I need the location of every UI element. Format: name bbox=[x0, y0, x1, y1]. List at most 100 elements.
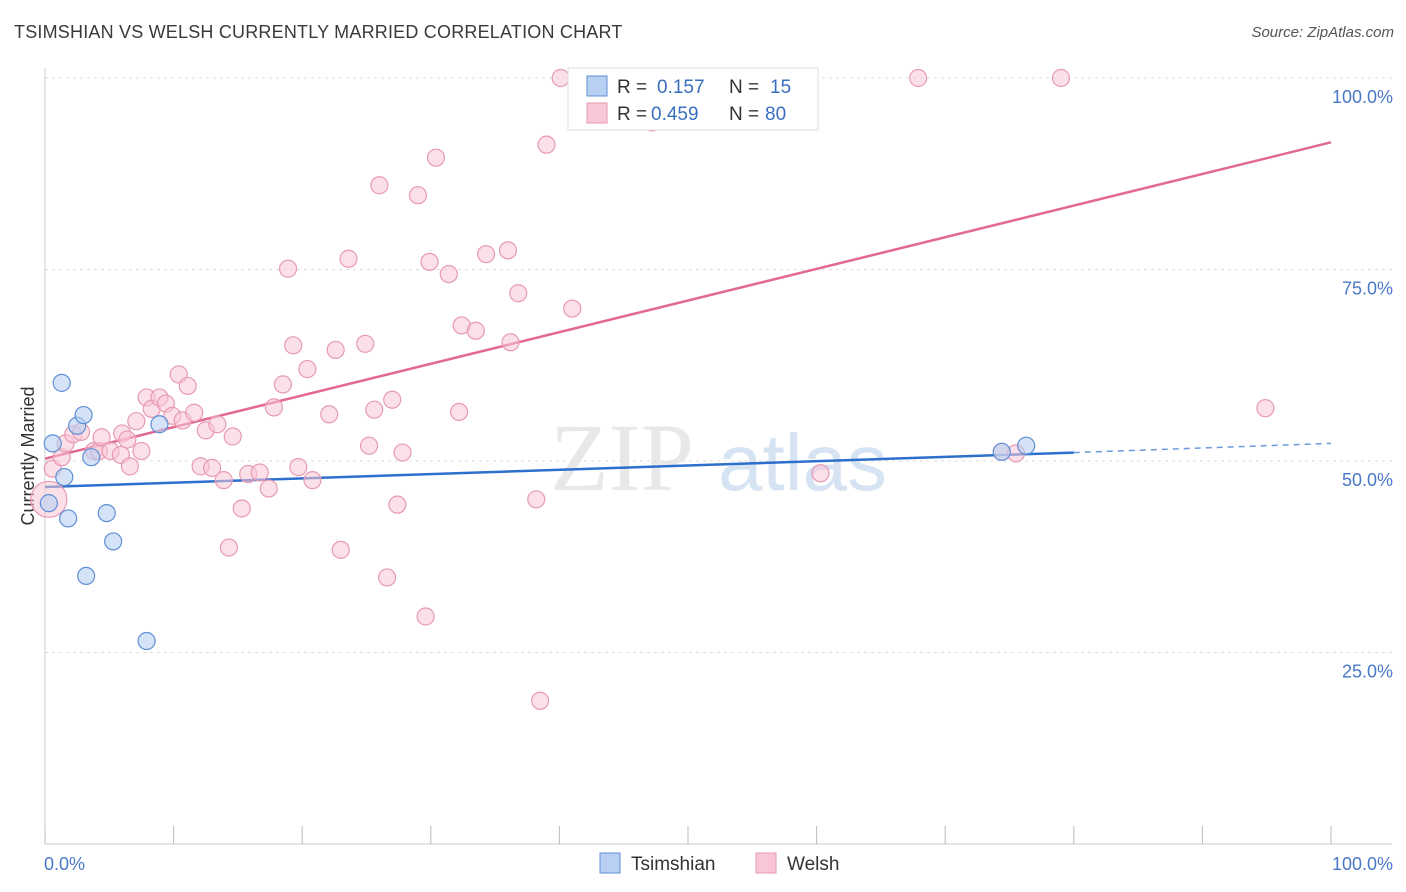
welsh-point bbox=[219, 538, 238, 557]
tsimshian-point bbox=[52, 373, 71, 392]
welsh-point bbox=[320, 405, 339, 424]
tsimshian-point bbox=[39, 494, 58, 513]
legend-tsimshian-swatch bbox=[599, 852, 621, 874]
welsh-point bbox=[178, 376, 197, 396]
tsimshian-point bbox=[82, 448, 101, 467]
welsh-point bbox=[264, 398, 284, 417]
welsh-trend-line bbox=[44, 141, 1332, 460]
welsh-point bbox=[563, 299, 582, 318]
tsimshian-swatch bbox=[586, 75, 608, 97]
chart-title: TSIMSHIAN VS WELSH CURRENTLY MARRIED COR… bbox=[14, 22, 623, 42]
welsh-point bbox=[377, 568, 397, 587]
welsh-point bbox=[120, 457, 139, 476]
welsh-n-label: N = bbox=[729, 104, 759, 125]
y-tick-label: 100.0% bbox=[1332, 87, 1393, 107]
welsh-point bbox=[303, 471, 322, 490]
tsimshian-point bbox=[992, 442, 1011, 461]
welsh-point bbox=[426, 148, 446, 167]
tsimshian-r-label: R = bbox=[617, 77, 647, 98]
welsh-point bbox=[537, 135, 556, 154]
welsh-point bbox=[909, 68, 928, 88]
welsh-point bbox=[498, 241, 518, 260]
welsh-point bbox=[127, 412, 146, 431]
welsh-point bbox=[551, 68, 570, 88]
welsh-point bbox=[1051, 68, 1071, 88]
welsh-point bbox=[185, 403, 204, 422]
welsh-point bbox=[408, 186, 428, 205]
tsimshian-point bbox=[137, 631, 156, 651]
welsh-point bbox=[203, 458, 222, 477]
welsh-point bbox=[208, 415, 227, 434]
welsh-point bbox=[509, 284, 528, 303]
welsh-point bbox=[223, 427, 242, 446]
welsh-point bbox=[1256, 399, 1275, 418]
tsimshian-n-value: 15 bbox=[770, 77, 791, 98]
welsh-point bbox=[449, 402, 469, 422]
welsh-point bbox=[259, 479, 278, 498]
welsh-point bbox=[501, 333, 520, 352]
welsh-point bbox=[811, 464, 830, 483]
welsh-point bbox=[527, 490, 546, 509]
stats-legend: R = 0.157 N = 15 R = 0.459 N = 80 bbox=[567, 67, 819, 131]
welsh-point bbox=[331, 540, 350, 559]
x-tick-labels: 0.0% 100.0% bbox=[44, 854, 1393, 874]
data-points bbox=[30, 68, 1275, 710]
welsh-point bbox=[326, 340, 345, 360]
x-tick-label: 100.0% bbox=[1332, 854, 1393, 874]
welsh-point bbox=[250, 463, 269, 482]
welsh-swatch bbox=[586, 102, 608, 124]
tsimshian-point bbox=[59, 509, 78, 528]
tsimshian-point bbox=[104, 532, 123, 551]
watermark: ZIP atlas bbox=[550, 404, 887, 511]
y-tick-label: 50.0% bbox=[1342, 470, 1393, 490]
welsh-point bbox=[298, 359, 317, 379]
welsh-point bbox=[393, 443, 412, 462]
axes bbox=[44, 68, 1392, 845]
welsh-n-value: 80 bbox=[765, 104, 786, 125]
welsh-point bbox=[356, 334, 375, 353]
welsh-point bbox=[289, 458, 308, 477]
legend-welsh-label: Welsh bbox=[787, 854, 839, 875]
welsh-point bbox=[359, 436, 379, 455]
tsimshian-point bbox=[77, 566, 96, 586]
x-tick-label: 0.0% bbox=[44, 854, 85, 874]
welsh-point bbox=[232, 499, 251, 518]
y-tick-labels: 25.0% 50.0% 75.0% 100.0% bbox=[1332, 87, 1393, 682]
welsh-r-label: R = bbox=[617, 104, 647, 125]
legend-tsimshian-label: Tsimshian bbox=[631, 854, 715, 875]
welsh-point bbox=[370, 176, 389, 195]
tsimshian-point bbox=[74, 405, 93, 425]
tsimshian-n-label: N = bbox=[729, 77, 759, 98]
welsh-point bbox=[439, 264, 458, 284]
welsh-point bbox=[531, 691, 550, 710]
welsh-point bbox=[476, 245, 496, 264]
tsimshian-point bbox=[1017, 436, 1036, 455]
welsh-point bbox=[284, 336, 303, 355]
y-tick-label: 75.0% bbox=[1342, 279, 1393, 299]
welsh-point bbox=[388, 495, 407, 514]
welsh-point bbox=[132, 441, 151, 461]
tsimshian-point bbox=[43, 434, 62, 453]
welsh-point bbox=[214, 471, 233, 490]
welsh-point bbox=[383, 390, 402, 409]
welsh-point bbox=[416, 607, 435, 626]
welsh-point bbox=[273, 375, 293, 394]
tsimshian-trend-extension bbox=[1073, 442, 1332, 454]
gridlines bbox=[45, 77, 1392, 653]
welsh-point bbox=[118, 430, 137, 449]
welsh-point bbox=[420, 252, 439, 271]
welsh-point bbox=[466, 321, 485, 340]
y-tick-label: 25.0% bbox=[1342, 662, 1393, 682]
welsh-point bbox=[339, 249, 358, 268]
series-legend: Tsimshian Welsh bbox=[599, 852, 839, 875]
tsimshian-point bbox=[150, 415, 169, 434]
tsimshian-point bbox=[55, 467, 74, 487]
welsh-point bbox=[278, 259, 298, 278]
tsimshian-r-value: 0.157 bbox=[657, 77, 705, 98]
welsh-point bbox=[92, 428, 111, 447]
watermark-zip: ZIP bbox=[550, 404, 694, 511]
welsh-r-value: 0.459 bbox=[651, 104, 699, 125]
tsimshian-point bbox=[97, 503, 116, 523]
legend-welsh-swatch bbox=[755, 852, 777, 874]
